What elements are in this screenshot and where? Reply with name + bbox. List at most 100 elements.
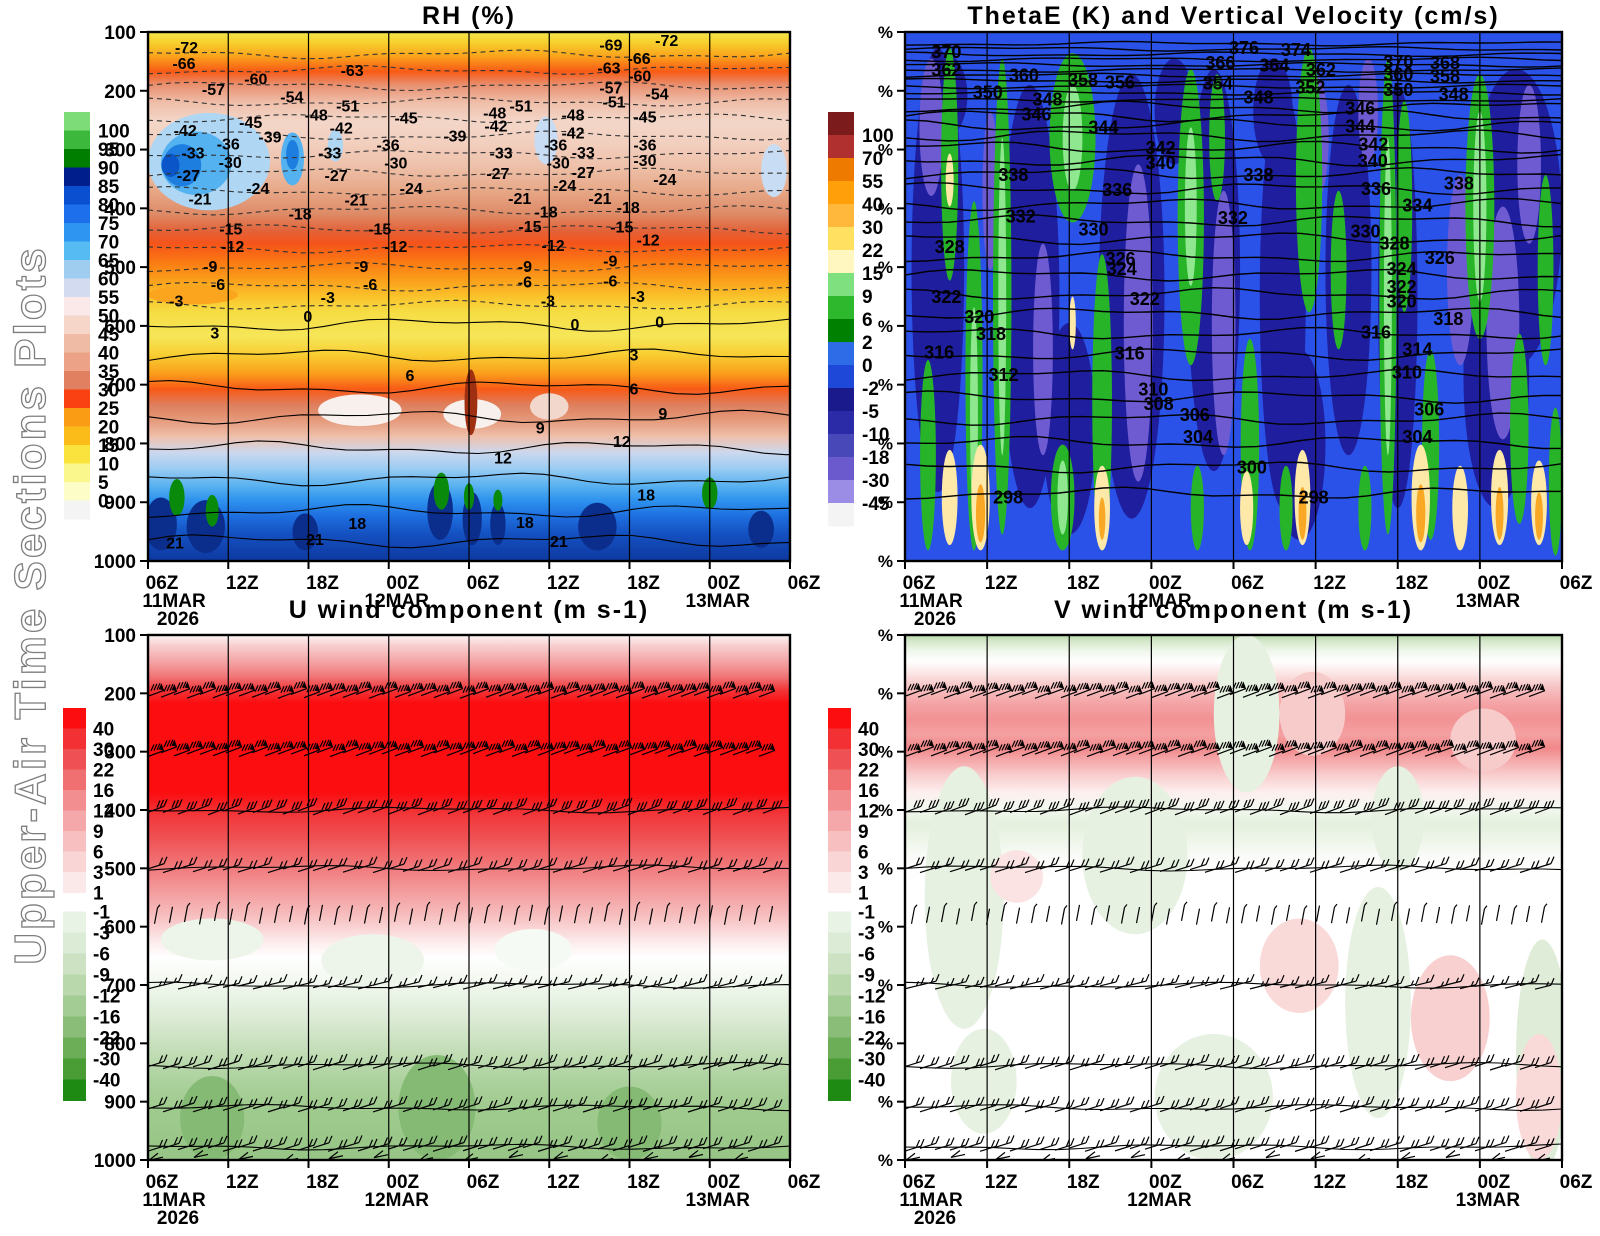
- svg-text:342: 342: [1358, 135, 1388, 155]
- svg-text:-36: -36: [544, 138, 567, 155]
- svg-text:18Z: 18Z: [1395, 1172, 1428, 1193]
- svg-text:%: %: [878, 493, 893, 512]
- v-wind-barb-row: [905, 1053, 1555, 1071]
- svg-text:-27: -27: [177, 168, 200, 185]
- svg-text:%: %: [878, 23, 893, 42]
- svg-text:9: 9: [862, 287, 873, 308]
- svg-text:304: 304: [1183, 427, 1213, 447]
- svg-text:-45: -45: [862, 494, 890, 515]
- svg-text:310: 310: [1392, 363, 1422, 383]
- svg-text:-9: -9: [518, 259, 532, 276]
- svg-text:%: %: [878, 801, 893, 820]
- svg-text:-24: -24: [400, 181, 423, 198]
- svg-text:-30: -30: [93, 1050, 120, 1071]
- v-wind-barb-row: [905, 739, 1546, 758]
- svg-text:70: 70: [98, 233, 119, 254]
- svg-text:800: 800: [104, 1034, 136, 1055]
- svg-text:30: 30: [93, 740, 114, 761]
- svg-text:12: 12: [494, 450, 512, 467]
- svg-text:100: 100: [104, 626, 136, 647]
- svg-text:65: 65: [98, 251, 120, 272]
- svg-text:40: 40: [93, 720, 114, 741]
- svg-text:-3: -3: [541, 294, 555, 311]
- svg-text:300: 300: [104, 141, 136, 162]
- svg-text:-33: -33: [181, 146, 204, 163]
- svg-text:12Z: 12Z: [547, 1172, 580, 1193]
- svg-text:344: 344: [1088, 118, 1118, 138]
- panel-v: %%%%%%%%%%06Z 12Z 18Z 00Z 06Z 12Z 18Z 00Z 06Z11M…: [828, 626, 1593, 1229]
- svg-text:800: 800: [104, 434, 136, 455]
- svg-text:340: 340: [1358, 151, 1388, 171]
- svg-text:85: 85: [98, 177, 120, 198]
- svg-text:322: 322: [1130, 289, 1160, 309]
- svg-text:9: 9: [93, 822, 104, 843]
- svg-text:75: 75: [98, 214, 120, 235]
- svg-text:340: 340: [1146, 153, 1176, 173]
- svg-text:-72: -72: [655, 33, 678, 50]
- svg-text:00Z: 00Z: [707, 1172, 740, 1193]
- svg-text:06Z: 06Z: [1560, 1172, 1593, 1193]
- svg-text:3: 3: [630, 348, 639, 365]
- svg-text:00Z: 00Z: [1149, 1172, 1182, 1193]
- svg-text:06Z: 06Z: [146, 1172, 179, 1193]
- svg-text:06Z: 06Z: [903, 573, 936, 594]
- svg-text:06Z: 06Z: [788, 573, 821, 594]
- svg-text:15: 15: [862, 264, 884, 285]
- svg-text:-45: -45: [239, 115, 262, 132]
- svg-text:-3: -3: [321, 290, 335, 307]
- svg-text:700: 700: [104, 976, 136, 997]
- u-wind-barb-row: [148, 739, 776, 758]
- svg-text:00Z: 00Z: [1478, 573, 1511, 594]
- svg-text:-42: -42: [561, 126, 584, 143]
- svg-text:1: 1: [93, 884, 104, 905]
- svg-text:332: 332: [1006, 207, 1036, 227]
- svg-text:-18: -18: [862, 448, 889, 469]
- svg-text:200: 200: [104, 82, 136, 103]
- svg-text:15: 15: [98, 436, 120, 457]
- svg-text:-57: -57: [599, 81, 622, 98]
- svg-text:12Z: 12Z: [985, 573, 1018, 594]
- svg-text:13MAR: 13MAR: [1456, 1190, 1521, 1211]
- svg-text:344: 344: [1345, 117, 1375, 137]
- svg-text:06Z: 06Z: [1560, 573, 1593, 594]
- svg-text:316: 316: [924, 343, 954, 363]
- svg-text:400: 400: [104, 199, 136, 220]
- svg-text:25: 25: [98, 399, 120, 420]
- v-wind-barb-row: [905, 681, 1546, 699]
- svg-text:16: 16: [858, 781, 879, 802]
- svg-text:21: 21: [550, 534, 568, 551]
- svg-text:330: 330: [1079, 219, 1109, 239]
- svg-text:55: 55: [98, 288, 120, 309]
- svg-text:21: 21: [166, 535, 184, 552]
- svg-text:314: 314: [1402, 339, 1432, 359]
- u-wind-barb-row: [148, 1053, 783, 1071]
- svg-text:70: 70: [862, 149, 883, 170]
- svg-text:-3: -3: [631, 289, 645, 306]
- u-wind-barb-row: [148, 1095, 783, 1113]
- svg-text:12MAR: 12MAR: [1127, 591, 1192, 612]
- svg-text:%: %: [878, 1034, 893, 1053]
- svg-text:-45: -45: [633, 110, 656, 127]
- svg-text:322: 322: [931, 287, 961, 307]
- svg-text:00Z: 00Z: [1149, 573, 1182, 594]
- panel-title-rh: RH (%): [422, 2, 516, 30]
- rh-colorbar: 1009590858075706560555045403530252015105…: [64, 112, 130, 520]
- svg-text:22: 22: [93, 761, 114, 782]
- svg-text:-3: -3: [93, 924, 110, 945]
- svg-text:30: 30: [858, 740, 879, 761]
- svg-text:362: 362: [1306, 60, 1336, 80]
- svg-text:-6: -6: [93, 945, 110, 966]
- v-wind-barb-row: [905, 797, 1555, 816]
- svg-text:18Z: 18Z: [1067, 573, 1100, 594]
- svg-text:-24: -24: [653, 172, 676, 189]
- svg-text:6: 6: [630, 382, 639, 399]
- svg-text:12: 12: [858, 802, 879, 823]
- svg-text:12Z: 12Z: [226, 1172, 259, 1193]
- svg-text:10: 10: [98, 455, 119, 476]
- svg-text:-42: -42: [330, 121, 353, 138]
- svg-text:-6: -6: [858, 945, 875, 966]
- svg-text:-69: -69: [599, 38, 622, 55]
- svg-text:-40: -40: [93, 1071, 120, 1092]
- svg-text:342: 342: [1146, 138, 1176, 158]
